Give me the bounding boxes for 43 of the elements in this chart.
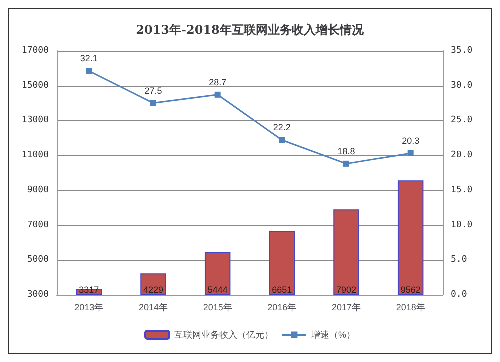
data-label: 3317 bbox=[79, 285, 100, 295]
point bbox=[279, 137, 286, 144]
x-tick-label: 2017年 bbox=[332, 302, 362, 312]
x-tick-label: 2013年 bbox=[74, 302, 104, 312]
legend-label: 互联网业务收入（亿元） bbox=[174, 330, 274, 340]
point bbox=[214, 92, 221, 98]
data-label: 4229 bbox=[143, 285, 164, 295]
y2-tick-label: 35.0 bbox=[451, 46, 473, 56]
y2-tick-label: 0.0 bbox=[451, 290, 468, 300]
x-tick-label: 2018年 bbox=[396, 302, 426, 312]
data-label: 18.8 bbox=[338, 146, 356, 156]
y-tick-label: 3000 bbox=[27, 290, 49, 300]
y2-tick-label: 15.0 bbox=[451, 185, 473, 196]
data-label: 32.1 bbox=[80, 54, 98, 64]
point bbox=[86, 68, 92, 74]
point bbox=[344, 160, 350, 167]
y-tick-label: 11000 bbox=[22, 150, 49, 161]
y-tick-label: 7000 bbox=[27, 220, 49, 230]
legend-label: 增速（%） bbox=[310, 330, 356, 340]
data-label: 6651 bbox=[272, 285, 292, 295]
y-tick-label: 9000 bbox=[27, 185, 49, 196]
data-label: 27.5 bbox=[144, 86, 162, 96]
y-tick-label: 15000 bbox=[22, 80, 49, 91]
y2-tick-label: 30.0 bbox=[451, 80, 473, 91]
x-tick-label: 2016年 bbox=[268, 302, 297, 312]
data-label: 28.7 bbox=[209, 77, 227, 88]
point bbox=[150, 100, 156, 106]
chart-title: 2013年-2018年互联网业务收入增长情况 bbox=[136, 23, 365, 37]
data-label: 20.3 bbox=[402, 136, 420, 146]
y2-tick-label: 10.0 bbox=[451, 220, 473, 230]
y-tick-label: 13000 bbox=[22, 116, 49, 126]
y2-tick-label: 5.0 bbox=[451, 255, 468, 266]
data-label: 22.2 bbox=[273, 122, 291, 133]
data-label: 9562 bbox=[400, 285, 421, 295]
y-tick-label: 17000 bbox=[22, 46, 49, 56]
y2-tick-label: 20.0 bbox=[451, 150, 473, 161]
y2-tick-label: 25.0 bbox=[451, 116, 473, 126]
data-label: 5444 bbox=[208, 285, 228, 295]
x-tick-label: 2014年 bbox=[138, 302, 168, 312]
y-tick-label: 5000 bbox=[27, 255, 49, 266]
data-label: 7902 bbox=[336, 285, 357, 295]
point bbox=[408, 150, 414, 156]
x-tick-label: 2015年 bbox=[203, 302, 232, 312]
